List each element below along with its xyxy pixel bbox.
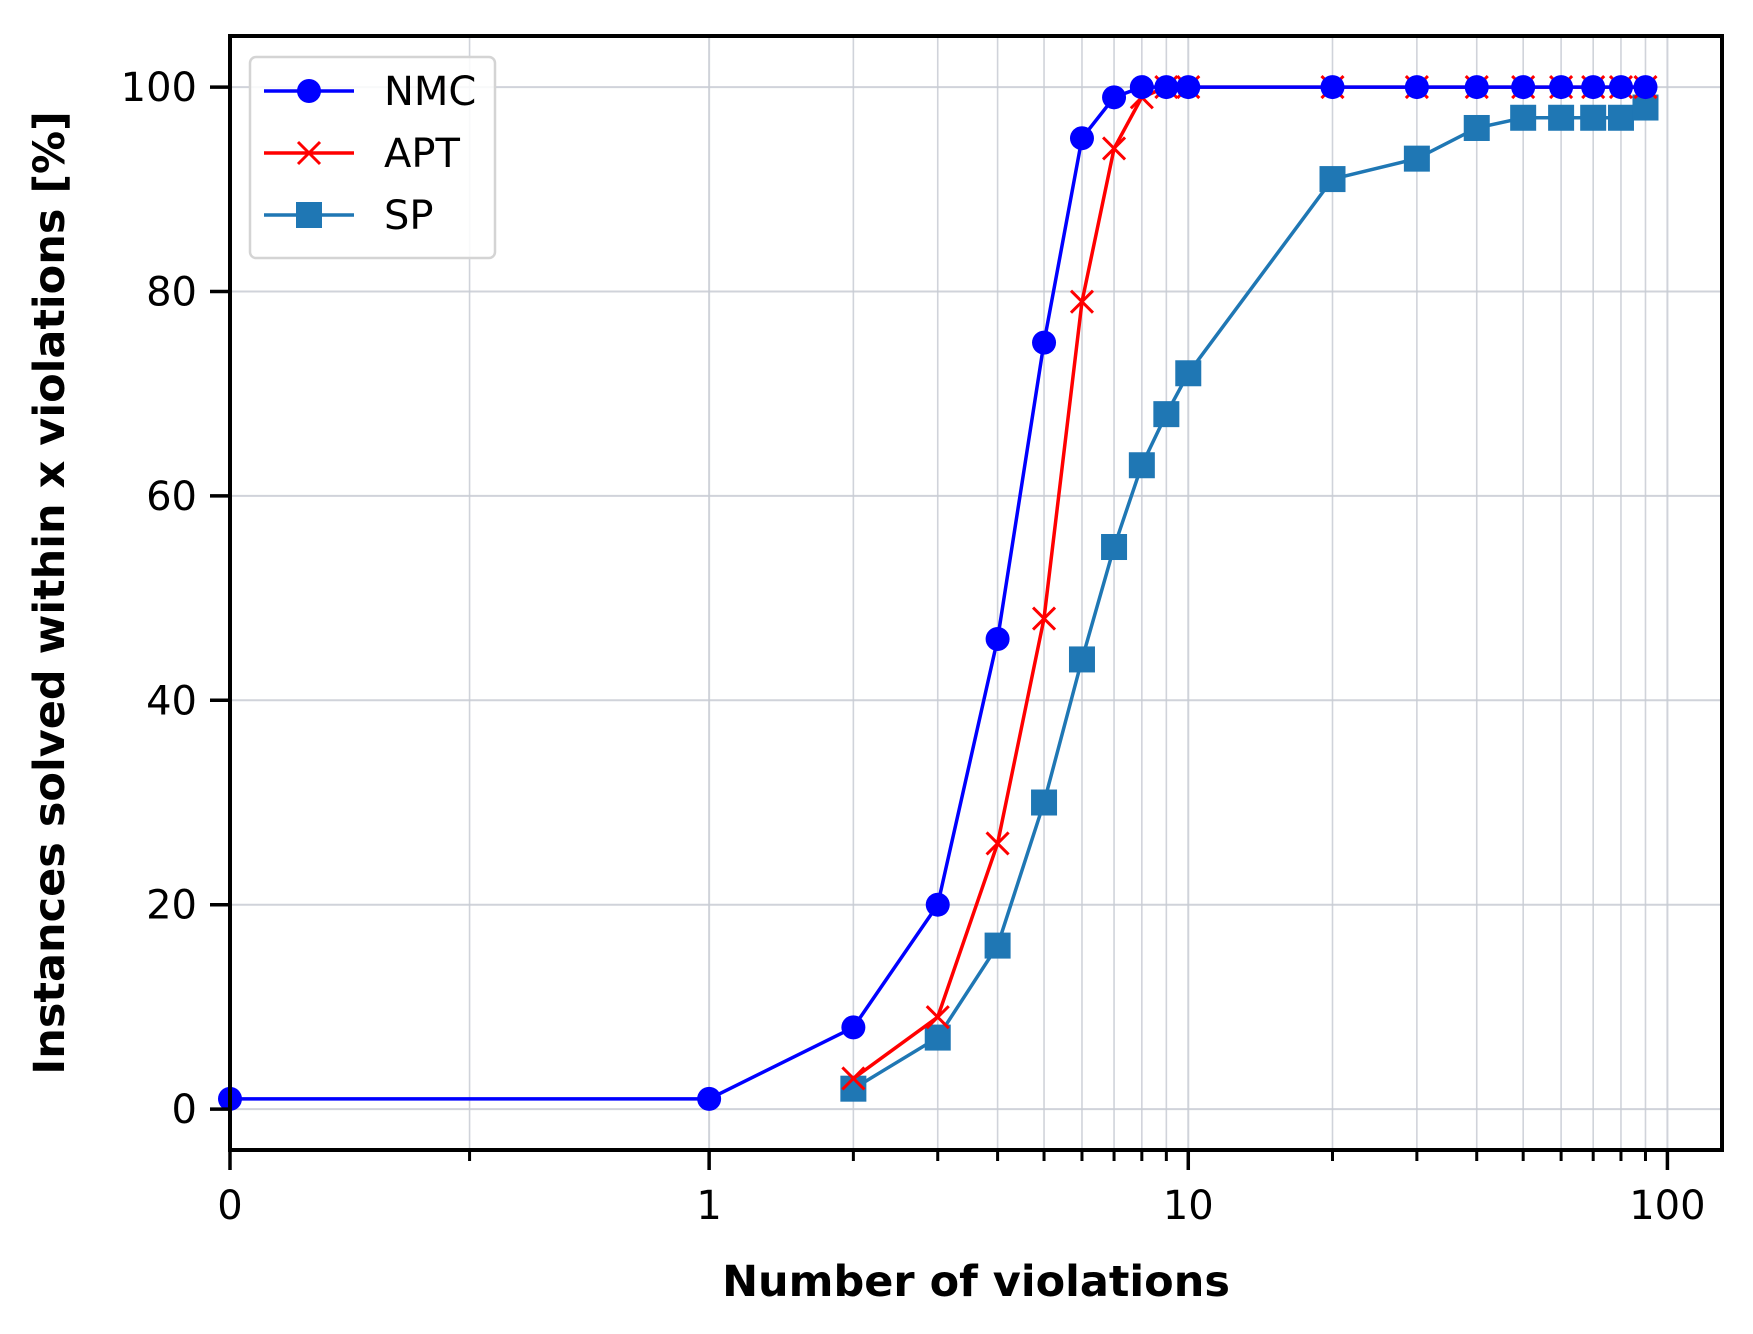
data-point-nmc xyxy=(1549,75,1574,100)
x-tick-label: 0 xyxy=(217,1183,242,1229)
data-point-nmc xyxy=(985,626,1010,651)
data-point-nmc xyxy=(925,892,950,917)
data-point-sp xyxy=(1463,114,1490,141)
data-point-sp xyxy=(1031,789,1058,816)
data-point-nmc xyxy=(1154,75,1179,100)
x-tick-label: 1 xyxy=(696,1183,721,1229)
legend-marker-apt xyxy=(296,140,322,166)
data-point-sp xyxy=(1510,104,1537,131)
data-point-nmc xyxy=(1511,75,1536,100)
data-point-apt xyxy=(1031,606,1057,631)
y-tick-label: 60 xyxy=(146,474,197,520)
x-marker-stroke xyxy=(985,831,1010,856)
data-point-sp xyxy=(984,932,1011,959)
data-point-sp xyxy=(1403,145,1430,172)
series-nmc xyxy=(218,75,1658,1111)
data-point-nmc xyxy=(1404,75,1429,100)
data-point-nmc xyxy=(1633,75,1658,100)
y-tick-label: 40 xyxy=(146,678,197,724)
legend-item-apt: APT xyxy=(264,131,460,177)
x-marker-stroke xyxy=(1069,289,1095,314)
data-point-apt xyxy=(985,831,1010,856)
x-marker-stroke xyxy=(296,140,322,166)
legend-marker-nmc xyxy=(297,79,321,103)
data-point-nmc xyxy=(1129,75,1154,100)
y-tick-label: 100 xyxy=(121,65,197,111)
data-point-nmc xyxy=(1176,75,1201,100)
data-point-nmc xyxy=(1608,75,1633,100)
legend-label-apt: APT xyxy=(384,131,460,177)
legend-marker-sp xyxy=(296,202,322,228)
data-point-sp xyxy=(1101,534,1128,561)
data-point-sp xyxy=(1607,104,1634,131)
series-apt xyxy=(841,75,1658,1091)
x-marker-stroke xyxy=(1101,136,1127,161)
data-point-nmc xyxy=(1032,330,1057,355)
data-point-apt xyxy=(925,1005,950,1030)
series-group xyxy=(218,75,1659,1111)
data-point-sp xyxy=(1153,401,1180,428)
x-tick-label: 10 xyxy=(1163,1183,1214,1229)
axis-ticks: 0 1 10 100 0 20 40 60 80 100 xyxy=(121,65,1706,1229)
x-marker-stroke xyxy=(1031,606,1057,631)
y-tick-label: 20 xyxy=(146,883,197,929)
data-point-nmc xyxy=(1069,126,1094,151)
legend-label-sp: SP xyxy=(384,193,434,239)
series-sp xyxy=(840,94,1659,1102)
data-point-sp xyxy=(1128,452,1155,479)
legend-item-sp: SP xyxy=(264,193,434,239)
y-axis-title: Instances solved within x violations [%] xyxy=(25,111,75,1075)
data-point-apt xyxy=(1069,289,1095,314)
y-tick-label: 80 xyxy=(146,270,197,316)
series-line-apt xyxy=(852,85,1646,1080)
x-tick-label: 100 xyxy=(1629,1183,1705,1229)
data-point-sp xyxy=(1175,360,1202,387)
plot-frame xyxy=(228,34,1724,1152)
x-marker-stroke xyxy=(925,1005,950,1030)
y-tick-label: 0 xyxy=(172,1087,197,1133)
data-point-sp xyxy=(1319,166,1346,193)
data-point-sp xyxy=(924,1024,951,1051)
data-point-nmc xyxy=(1581,75,1606,100)
data-point-nmc xyxy=(841,1015,866,1040)
data-point-nmc xyxy=(697,1086,722,1111)
legend-label-nmc: NMC xyxy=(384,69,476,115)
data-point-apt xyxy=(841,1066,866,1091)
legend: NMC APT SP xyxy=(248,55,497,260)
data-point-sp xyxy=(1580,104,1607,131)
legend-item-nmc: NMC xyxy=(264,69,476,115)
data-point-nmc xyxy=(1464,75,1489,100)
x-marker-stroke xyxy=(841,1066,866,1091)
data-point-nmc xyxy=(1102,85,1127,110)
data-point-sp xyxy=(1068,646,1095,673)
data-point-apt xyxy=(1101,136,1127,161)
x-axis-title: Number of violations xyxy=(722,1257,1230,1307)
data-point-sp xyxy=(1548,104,1575,131)
data-point-nmc xyxy=(1320,75,1345,100)
series-line-sp xyxy=(852,105,1647,1091)
